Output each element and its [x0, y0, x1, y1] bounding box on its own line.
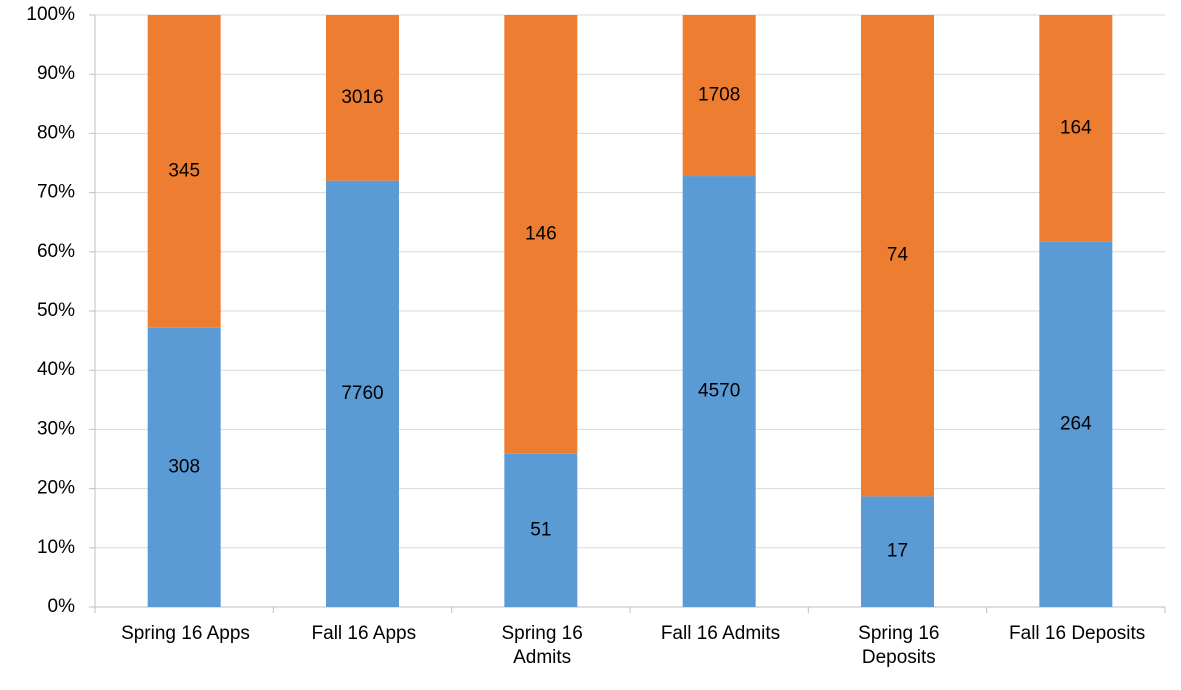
data-label: 7760	[341, 383, 383, 404]
bar-segment	[861, 496, 934, 607]
data-label: 3016	[341, 87, 383, 108]
data-label: 51	[530, 519, 551, 540]
data-label: 17	[887, 541, 908, 562]
y-tick-label: 30%	[37, 418, 75, 439]
y-tick-label: 80%	[37, 122, 75, 143]
data-label: 4570	[698, 381, 740, 402]
y-tick-label: 0%	[48, 596, 76, 617]
data-label: 164	[1060, 117, 1092, 138]
bar-segment	[682, 15, 756, 177]
data-label: 264	[1060, 413, 1092, 434]
data-label: 146	[525, 223, 557, 244]
bar-segment	[147, 327, 221, 607]
bar-segment	[504, 15, 578, 454]
x-tick-label: Fall 16 Apps	[311, 623, 417, 644]
y-tick-label: 10%	[37, 537, 75, 558]
bar-segment	[861, 15, 934, 497]
bar-segment	[1039, 241, 1113, 607]
bar-segment	[326, 180, 399, 607]
data-label: 308	[168, 456, 200, 477]
y-tick-label: 100%	[26, 4, 75, 25]
data-label: 74	[887, 245, 909, 266]
y-tick-label: 90%	[37, 63, 75, 84]
bar-segment	[1039, 15, 1113, 242]
bar-segment	[147, 15, 221, 328]
y-tick-label: 60%	[37, 241, 75, 262]
y-tick-label: 70%	[37, 182, 75, 203]
x-tick-label: Fall 16 Deposits	[1009, 623, 1146, 644]
x-tick-label: Spring 16 Apps	[121, 623, 250, 644]
data-label: 345	[168, 160, 200, 181]
x-tick-label: Spring 16 Deposits	[858, 623, 940, 668]
y-tick-label: 20%	[37, 478, 75, 499]
bar-segment	[504, 453, 578, 607]
bar-segment	[682, 176, 756, 607]
y-tick-label: 40%	[37, 359, 75, 380]
x-tick-label: Spring 16 Admits	[501, 623, 583, 668]
y-tick-label: 50%	[37, 300, 75, 321]
data-label: 1708	[698, 85, 740, 106]
x-tick-label: Fall 16 Admits	[660, 623, 781, 644]
bar-segment	[326, 15, 399, 181]
